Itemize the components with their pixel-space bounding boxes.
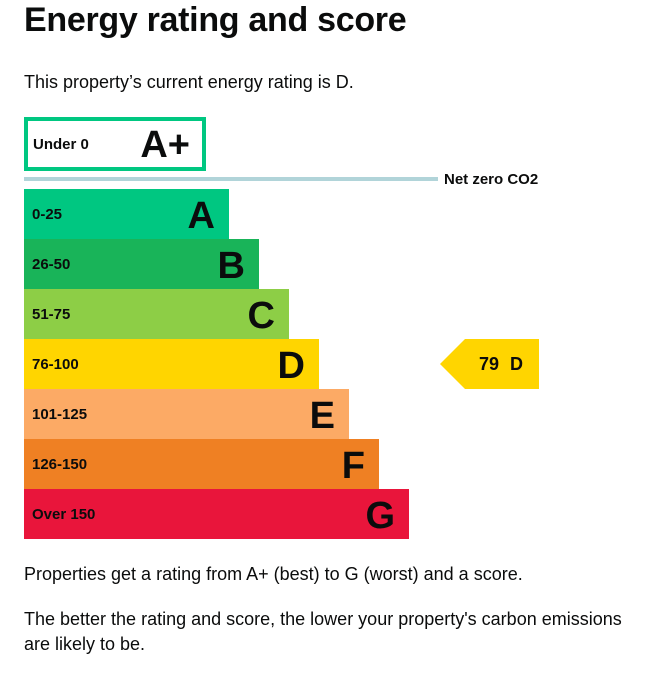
band-f-letter: F: [342, 445, 365, 487]
band-g-bar: [24, 489, 409, 539]
band-b-letter: B: [218, 245, 245, 287]
band-aplus-range: Under 0: [33, 136, 89, 153]
band-d-letter: D: [278, 345, 305, 387]
band-b-range: 26-50: [32, 256, 70, 273]
band-c-range: 51-75: [32, 306, 70, 323]
band-c-letter: C: [248, 295, 275, 337]
band-e-range: 101-125: [32, 406, 87, 423]
band-b-bar: [24, 239, 259, 289]
intro-text: This property’s current energy rating is…: [24, 72, 354, 92]
energy-rating-chart: Under 0 A+ Net zero CO2 0-25 A 26-50 B 51-75 C 76…: [0, 110, 659, 550]
carbon-explanation: The better the rating and score, the low…: [24, 609, 622, 654]
band-d-range: 76-100: [32, 356, 79, 373]
band-a-range: 0-25: [32, 206, 62, 223]
band-aplus-letter: A+: [140, 124, 190, 166]
band-c-bar: [24, 289, 289, 339]
energy-rating-svg: Under 0 A+ Net zero CO2 0-25 A 26-50 B 51-75 C 76…: [24, 117, 539, 539]
current-score: 79: [479, 354, 499, 374]
band-e-letter: E: [310, 395, 335, 437]
band-a-bar: [24, 189, 229, 239]
band-g-range: Over 150: [32, 506, 95, 523]
band-f-range: 126-150: [32, 456, 87, 473]
rating-explanation: Properties get a rating from A+ (best) t…: [24, 564, 523, 584]
current-rating-arrow: [440, 339, 539, 389]
band-d-bar: [24, 339, 319, 389]
page-title: Energy rating and score: [24, 1, 407, 39]
band-e-bar: [24, 389, 349, 439]
band-g-letter: G: [365, 495, 395, 537]
band-f-bar: [24, 439, 379, 489]
net-zero-label: Net zero CO2: [444, 171, 538, 188]
current-rating-letter: D: [510, 354, 523, 374]
band-aplus-box: [24, 117, 206, 171]
band-a-letter: A: [188, 195, 215, 237]
